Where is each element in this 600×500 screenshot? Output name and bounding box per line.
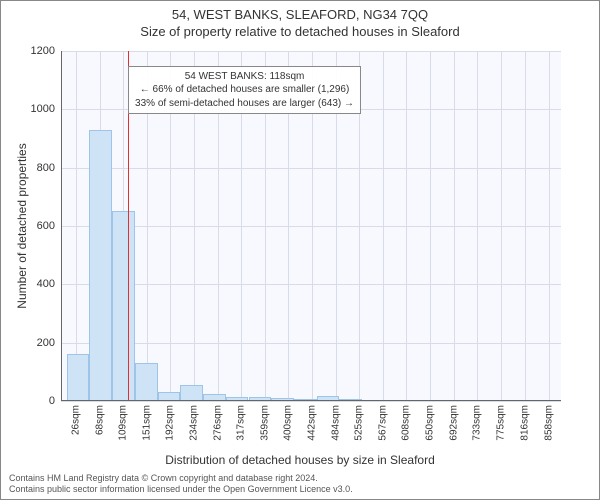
x-tick-label: 26sqm [70, 405, 81, 435]
gridline-v [406, 51, 407, 401]
address-title: 54, WEST BANKS, SLEAFORD, NG34 7QQ [1, 1, 599, 22]
histogram-bar [112, 211, 135, 401]
x-tick-label: 816sqm [519, 405, 530, 441]
footer-line1: Contains HM Land Registry data © Crown c… [9, 473, 353, 484]
gridline-v [454, 51, 455, 401]
histogram-bar [180, 385, 203, 401]
annotation-line3: 33% of semi-detached houses are larger (… [135, 97, 354, 111]
y-tick-label: 1200 [31, 45, 55, 57]
gridline-v [525, 51, 526, 401]
y-tick-label: 1000 [31, 103, 55, 115]
y-tick-label: 0 [49, 395, 55, 407]
x-tick-label: 525sqm [354, 405, 365, 441]
annotation-box: 54 WEST BANKS: 118sqm ← 66% of detached … [128, 66, 361, 115]
chart-subtitle: Size of property relative to detached ho… [1, 22, 599, 39]
gridline-v [430, 51, 431, 401]
x-tick-label: 608sqm [401, 405, 412, 441]
histogram-bar [135, 363, 158, 401]
y-tick-label: 600 [37, 220, 55, 232]
y-tick-label: 200 [37, 337, 55, 349]
y-tick-label: 800 [37, 162, 55, 174]
gridline-v [549, 51, 550, 401]
annotation-line2: ← 66% of detached houses are smaller (1,… [135, 83, 354, 97]
x-tick-label: 192sqm [165, 405, 176, 441]
gridline-v [383, 51, 384, 401]
footer-credits: Contains HM Land Registry data © Crown c… [9, 473, 353, 496]
x-tick-label: 650sqm [425, 405, 436, 441]
x-tick-label: 692sqm [449, 405, 460, 441]
x-tick-label: 317sqm [236, 405, 247, 441]
histogram-bar [89, 130, 112, 401]
gridline-h [61, 226, 561, 227]
x-tick-label: 442sqm [307, 405, 318, 441]
y-axis-title: Number of detached properties [15, 61, 29, 226]
x-tick-label: 359sqm [259, 405, 270, 441]
x-tick-label: 151sqm [141, 405, 152, 441]
x-axis-title: Distribution of detached houses by size … [1, 453, 599, 467]
gridline-h [61, 284, 561, 285]
histogram-bar [67, 354, 90, 401]
x-tick-label: 234sqm [188, 405, 199, 441]
x-tick-label: 276sqm [212, 405, 223, 441]
gridline-v [76, 51, 77, 401]
x-tick-label: 484sqm [331, 405, 342, 441]
gridline-h [61, 51, 561, 52]
x-tick-label: 733sqm [472, 405, 483, 441]
y-tick-label: 400 [37, 278, 55, 290]
x-tick-label: 567sqm [378, 405, 389, 441]
chart-container: 54, WEST BANKS, SLEAFORD, NG34 7QQ Size … [0, 0, 600, 500]
x-tick-label: 109sqm [117, 405, 128, 441]
gridline-v [477, 51, 478, 401]
x-tick-label: 858sqm [543, 405, 554, 441]
annotation-line1: 54 WEST BANKS: 118sqm [135, 70, 354, 84]
gridline-h [61, 168, 561, 169]
gridline-h [61, 343, 561, 344]
x-tick-label: 775sqm [496, 405, 507, 441]
x-tick-label: 400sqm [283, 405, 294, 441]
x-tick-label: 68sqm [94, 405, 105, 435]
x-axis-line [61, 400, 561, 401]
footer-line2: Contains public sector information licen… [9, 484, 353, 495]
gridline-v [501, 51, 502, 401]
plot-area: 54 WEST BANKS: 118sqm ← 66% of detached … [61, 51, 561, 401]
y-axis-line [61, 51, 62, 401]
gridline-h [61, 401, 561, 402]
